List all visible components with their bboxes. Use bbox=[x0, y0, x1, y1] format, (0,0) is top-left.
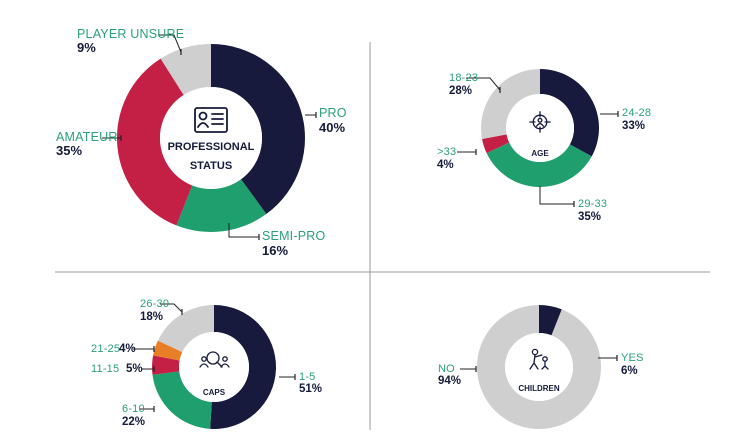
id-card-icon bbox=[194, 107, 228, 133]
center-label: PROFESSIONAL bbox=[168, 141, 255, 153]
slice-no bbox=[477, 305, 602, 430]
slice-value: 35% bbox=[56, 143, 82, 158]
center-label: AGE bbox=[531, 149, 549, 158]
slice-24-28 bbox=[540, 69, 599, 157]
slice-1-5 bbox=[210, 305, 277, 430]
slice-label: PRO bbox=[319, 106, 347, 120]
slice-label: AMATEUR bbox=[56, 130, 118, 144]
slice-18-23 bbox=[480, 69, 540, 140]
slice-label: 26-30 bbox=[140, 298, 169, 310]
parent-child-icon bbox=[529, 348, 549, 370]
slice-value: 35% bbox=[578, 211, 601, 223]
slice-player-unsure bbox=[160, 44, 211, 95]
slice-value: 40% bbox=[319, 120, 345, 135]
slice-label: 29-33 bbox=[578, 198, 607, 210]
slice-label: 6-10 bbox=[122, 403, 145, 415]
target-person-icon bbox=[529, 111, 551, 133]
slice-amateur bbox=[117, 58, 193, 226]
slice-label: 1-5 bbox=[299, 371, 316, 383]
slice-value: 6% bbox=[621, 365, 638, 377]
slice-pro bbox=[211, 44, 305, 215]
slice-label: YES bbox=[621, 352, 644, 364]
slice-value: 28% bbox=[449, 85, 472, 97]
slice-label: 18-23 bbox=[449, 72, 478, 84]
slice-value: 16% bbox=[262, 243, 288, 258]
donut-center bbox=[505, 333, 573, 401]
leader-line bbox=[466, 77, 501, 91]
slice-value: 33% bbox=[622, 120, 645, 132]
slice-semi-pro bbox=[176, 179, 267, 232]
center-label: STATUS bbox=[190, 160, 232, 172]
search-people-icon bbox=[199, 351, 230, 368]
slice-11-15 bbox=[152, 355, 180, 375]
slice-value: 18% bbox=[140, 311, 163, 323]
slice-value: 22% bbox=[122, 416, 145, 428]
donut-center bbox=[160, 87, 262, 189]
center-label: CAPS bbox=[203, 388, 226, 397]
slice-6-10 bbox=[152, 371, 212, 429]
slice-value: 94% bbox=[438, 375, 461, 387]
slice-33 bbox=[482, 134, 510, 154]
slice-26-30 bbox=[157, 305, 214, 353]
slice-value: 51% bbox=[299, 383, 322, 395]
slice-yes bbox=[539, 305, 562, 336]
slice-label: 11-15 bbox=[91, 363, 119, 375]
slice-label: 24-28 bbox=[622, 107, 651, 119]
slice-label: SEMI-PRO bbox=[262, 229, 325, 243]
slice-value: 4% bbox=[119, 343, 136, 355]
donut-center bbox=[179, 332, 249, 402]
slice-21-25 bbox=[153, 340, 183, 361]
slice-label: 21-25 bbox=[91, 343, 120, 355]
slice-value: 4% bbox=[437, 159, 454, 171]
slice-value: 5% bbox=[126, 363, 143, 375]
leader-line bbox=[539, 186, 574, 205]
slice-label: >33 bbox=[437, 146, 456, 158]
slice-label: PLAYER UNSURE bbox=[77, 27, 184, 41]
slice-label: NO bbox=[438, 363, 455, 375]
leader-line bbox=[158, 34, 182, 53]
slice-value: 9% bbox=[77, 40, 96, 55]
center-label: CHILDREN bbox=[518, 384, 560, 393]
leader-line bbox=[228, 223, 259, 238]
leader-line bbox=[160, 303, 183, 313]
slice-29-33 bbox=[486, 142, 592, 187]
